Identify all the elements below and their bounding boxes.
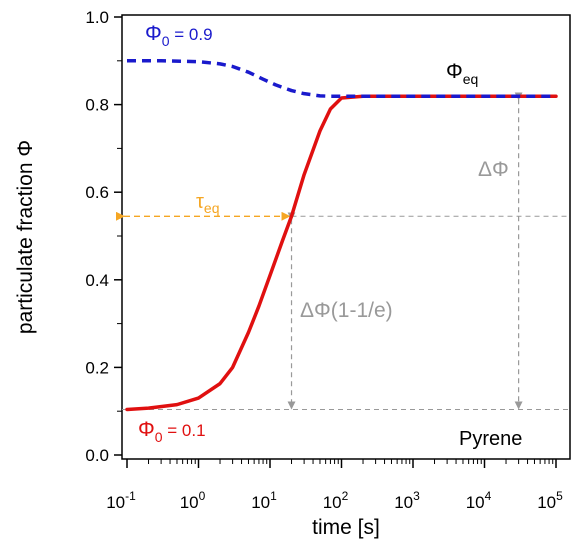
x-tick-label: 101	[251, 489, 277, 512]
series-line-phi0-low	[125, 94, 558, 412]
y-tick-label: 0.8	[85, 96, 109, 115]
y-tick-label: 0.4	[85, 271, 109, 290]
series-line-phi0-high	[127, 59, 556, 99]
phi0-high-label: Φ0 = 0.9	[145, 22, 213, 49]
plot-area	[121, 14, 571, 460]
series-layer	[125, 59, 558, 412]
x-tick-label: 102	[323, 489, 349, 512]
y-tick-label: 0.2	[85, 358, 109, 377]
x-axis-title: time [s]	[312, 516, 380, 539]
delta-phi-partial-label: ΔΦ(1-1/e)	[300, 299, 393, 322]
compound-label: Pyrene	[459, 428, 522, 450]
phi-eq-label: Φeq	[446, 60, 478, 87]
x-tick-label: 100	[180, 489, 206, 512]
y-tick-label: 0.6	[85, 183, 109, 202]
y-axis-title: particulate fraction Φ	[14, 140, 37, 334]
phi0-low-label: Φ0 = 0.1	[138, 418, 206, 445]
x-tick-label: 10-1	[106, 489, 136, 512]
x-axis: 10-1 100 101 102 103 104 105	[106, 459, 563, 512]
x-tick-label: 104	[466, 489, 492, 512]
y-axis: 0.0 0.2 0.4 0.6 0.8 1.0	[85, 8, 122, 465]
y-tick-label: 0.0	[85, 446, 109, 465]
y-tick-label: 1.0	[85, 8, 109, 27]
x-tick-label: 103	[394, 489, 420, 512]
tau-eq-label: τeq	[196, 191, 219, 216]
x-tick-label: 105	[537, 489, 563, 512]
guide-lines	[116, 92, 570, 410]
delta-phi-label: ΔΦ	[478, 158, 509, 181]
